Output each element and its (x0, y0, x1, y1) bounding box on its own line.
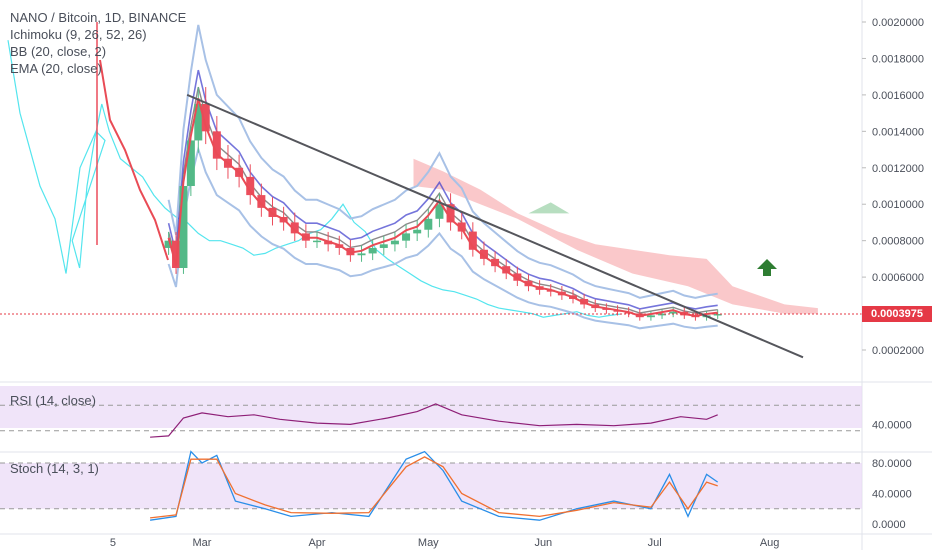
main-price-pane (0, 22, 862, 359)
candle-body (201, 104, 210, 132)
candle-body (468, 231, 477, 250)
ema-line-early (99, 59, 169, 261)
candle-body (646, 315, 655, 318)
candle-body (413, 229, 422, 234)
candle-body (357, 253, 366, 256)
candle-body (390, 240, 399, 245)
ichimoku-cloud (413, 158, 818, 314)
price-tick-label: 0.0020000 (872, 17, 924, 29)
candle-body (194, 104, 203, 141)
up-arrow-icon (757, 259, 777, 276)
ema-line (167, 98, 718, 317)
candle-body (212, 131, 221, 159)
bb-upper-band (167, 24, 718, 299)
stoch-tick-label: 40.0000 (872, 489, 912, 501)
candle-body (513, 273, 522, 281)
candle-body (479, 249, 488, 259)
candle-body (424, 218, 433, 230)
candle-body (446, 204, 455, 223)
price-tick-label: 0.0006000 (872, 272, 924, 284)
rsi-tick-label: 40.0000 (872, 419, 912, 431)
stoch-tick-label: 80.0000 (872, 458, 912, 470)
time-tick-label: Aug (760, 537, 780, 549)
time-tick-label: Apr (308, 537, 325, 549)
time-tick-label: May (418, 537, 439, 549)
price-tick-label: 0.0016000 (872, 90, 924, 102)
ichimoku-lagging-span (7, 40, 622, 318)
stoch-tick-label: 0.0000 (872, 519, 906, 531)
bb-lower-band (167, 145, 718, 330)
price-tick-label: 0.0002000 (872, 345, 924, 357)
time-axis: 5 Mar Apr May Jun Jul Aug (110, 537, 780, 549)
time-tick-label: Mar (193, 537, 212, 549)
stoch-pane: 80.0000 40.0000 0.0000 (0, 450, 912, 531)
bb-basis (167, 86, 718, 314)
candle-body (669, 311, 678, 314)
time-tick-label: Jun (534, 537, 552, 549)
indicator-ema: EMA (20, close) (10, 61, 102, 76)
candle-body (164, 240, 173, 248)
trendline (186, 93, 804, 359)
indicator-bb: BB (20, close, 2) (10, 44, 107, 59)
ichimoku-cloud-green (528, 202, 570, 214)
stoch-d-line (150, 456, 718, 519)
price-tick-label: 0.0012000 (872, 163, 924, 175)
stoch-band-fill (0, 463, 862, 509)
price-axis: 0.0020000 0.0018000 0.0016000 0.0014000 0.00… (862, 17, 924, 357)
rsi-band-fill (0, 386, 862, 428)
price-tick-label: 0.0008000 (872, 236, 924, 248)
time-tick-label: Jul (648, 537, 662, 549)
candle-body (402, 233, 411, 241)
chart-title: NANO / Bitcoin, 1D, BINANCE (10, 10, 187, 25)
time-tick-label: 5 (110, 537, 116, 549)
price-tick-label: 0.0010000 (872, 199, 924, 211)
stoch-k-line (150, 450, 719, 521)
rsi-label: RSI (14, close) (10, 393, 96, 408)
candle-body (246, 176, 255, 196)
candle-body (313, 240, 322, 243)
candle-body (435, 204, 444, 219)
stoch-label: Stoch (14, 3, 1) (10, 461, 99, 476)
candle-body (457, 222, 466, 232)
candle-body (713, 314, 722, 316)
candle-body (379, 244, 388, 248)
last-price-badge: 0.0003975 (862, 306, 932, 322)
candle-body (290, 222, 299, 234)
candle-body (658, 313, 667, 316)
candle-body (257, 195, 266, 208)
candle-body (179, 186, 188, 268)
rsi-line (150, 403, 718, 438)
candle-body (502, 266, 511, 274)
price-tick-label: 0.0014000 (872, 126, 924, 138)
price-tick-label: 0.0018000 (872, 53, 924, 65)
ichimoku-conversion-line (167, 69, 718, 310)
rsi-pane: 40.0000 (0, 386, 912, 438)
candle-body (491, 258, 500, 267)
indicator-ichimoku: Ichimoku (9, 26, 52, 26) (10, 27, 147, 42)
candle-body (186, 140, 195, 186)
candle-body (368, 247, 377, 254)
